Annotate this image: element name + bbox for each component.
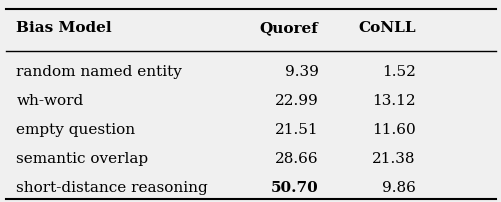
Text: 9.86: 9.86 bbox=[381, 181, 415, 195]
Text: 21.38: 21.38 bbox=[372, 152, 415, 166]
Text: semantic overlap: semantic overlap bbox=[17, 152, 148, 166]
Text: 11.60: 11.60 bbox=[371, 123, 415, 137]
Text: 9.39: 9.39 bbox=[284, 65, 318, 79]
Text: empty question: empty question bbox=[17, 123, 135, 137]
Text: 22.99: 22.99 bbox=[274, 94, 318, 108]
Text: short-distance reasoning: short-distance reasoning bbox=[17, 181, 208, 195]
Text: 50.70: 50.70 bbox=[270, 181, 318, 195]
Text: Quoref: Quoref bbox=[259, 21, 318, 35]
Text: 13.12: 13.12 bbox=[371, 94, 415, 108]
Text: 21.51: 21.51 bbox=[274, 123, 318, 137]
Text: 1.52: 1.52 bbox=[381, 65, 415, 79]
Text: random named entity: random named entity bbox=[17, 65, 182, 79]
Text: CoNLL: CoNLL bbox=[357, 21, 415, 35]
Text: wh-word: wh-word bbox=[17, 94, 84, 108]
Text: 28.66: 28.66 bbox=[274, 152, 318, 166]
Text: Bias Model: Bias Model bbox=[17, 21, 112, 35]
